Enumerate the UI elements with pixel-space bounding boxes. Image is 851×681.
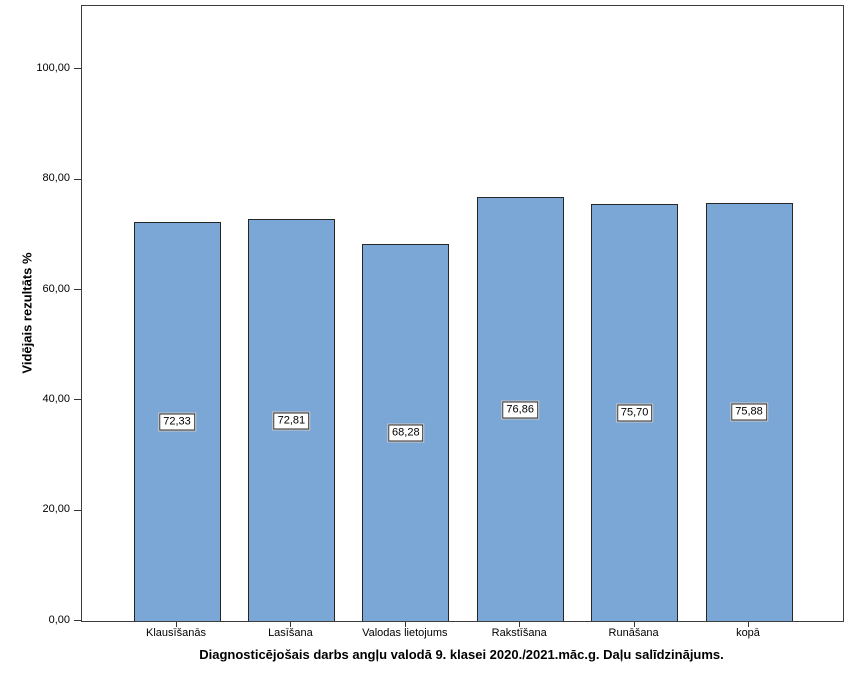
y-tick-mark [74,620,81,621]
x-category-label-lasīšana: Lasīšana [268,627,313,639]
bar-lasīšana: 72,81 [247,219,335,621]
x-tick-mark [633,622,635,627]
bar-value-label: 68,28 [387,423,425,443]
x-category-label-kopā: kopā [736,627,760,639]
plot-area: 72,33 72,81 68,28 76,86 75,70 75,88 [81,5,844,622]
y-tick-label: 0,00 [48,613,70,626]
chart-title: Diagnosticējošais darbs angļu valodā 9. … [199,647,724,662]
x-category-label-rakstīšana: Rakstīšana [491,627,547,639]
y-tick-mark [74,509,81,511]
y-tick-mark [74,289,81,291]
x-tick-mark [748,622,749,627]
x-tick-mark [519,622,521,627]
bar-runāšana: 75,70 [591,203,679,621]
bar-klausīšanās: 72,33 [133,222,221,621]
x-tick-mark [290,622,292,627]
bar-value-label: 76,86 [501,400,539,420]
bar-kopā: 75,88 [705,202,793,621]
bar-value-label: 72,33 [158,412,196,432]
x-tick-mark [176,622,177,627]
y-tick-mark [74,68,81,70]
bar-value-label: 75,70 [615,403,654,423]
x-tick-mark [404,622,406,627]
y-axis-title: Vidējais rezultāts % [19,252,35,374]
y-tick-label: 20,00 [42,503,70,516]
bar-rakstīšana: 76,86 [476,197,564,621]
y-tick-label: 40,00 [42,392,70,405]
bar-valodas-lietojums: 68,28 [362,244,450,621]
x-category-label-runāšana: Runāšana [608,627,659,639]
y-tick-label: 80,00 [42,172,70,185]
bar-value-label: 72,81 [272,411,311,431]
bar-value-label: 75,88 [730,402,768,422]
x-category-label-valodas-lietojums: Valodas lietojums [362,627,448,639]
y-tick-label: 60,00 [42,282,70,295]
y-tick-mark [74,178,81,180]
y-tick-mark [74,399,81,401]
y-tick-label: 100,00 [36,61,70,74]
x-category-label-klausīšanās: Klausīšanās [146,627,206,639]
